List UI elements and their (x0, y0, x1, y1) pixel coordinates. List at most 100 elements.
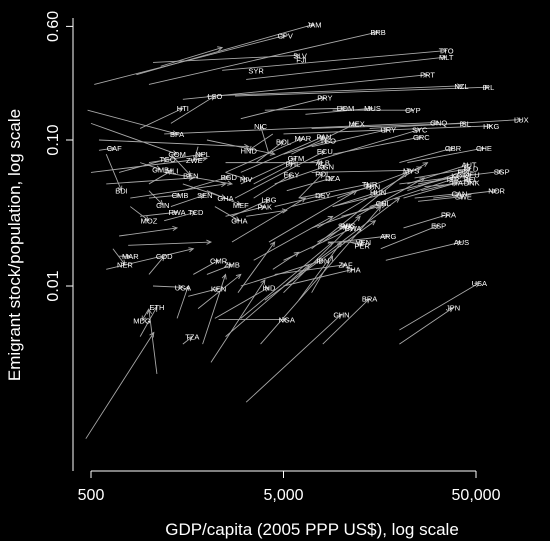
migration-arrow (240, 97, 325, 120)
migration-arrow (128, 241, 211, 246)
country-label: BRA (362, 295, 377, 304)
migration-arrow-head (383, 127, 390, 133)
y-tick-label: 0.10 (45, 124, 62, 155)
migration-arrow (283, 140, 328, 155)
migration-arrow-head (483, 84, 490, 90)
migration-arrow-head (491, 188, 498, 194)
migration-arrow-head (474, 282, 481, 288)
x-tick-label: 500 (78, 487, 105, 504)
migration-arrow (112, 248, 126, 265)
migration-arrow-head (340, 262, 347, 268)
migration-arrow (105, 153, 122, 191)
migration-arrow-head (157, 199, 164, 206)
migration-arrow-head (466, 180, 473, 186)
migration-arrow-head (293, 251, 300, 257)
migration-arrow-head (416, 166, 423, 172)
migration-arrow-head (202, 156, 208, 162)
country-label: BGD (221, 173, 238, 182)
migration-arrow-head (317, 172, 324, 179)
country-label: THA (346, 265, 361, 274)
migration-arrow (153, 285, 183, 288)
migration-arrow-head (348, 267, 355, 273)
migration-arrow-head (433, 224, 440, 230)
migration-arrow-head (213, 287, 220, 293)
migration-arrow (309, 129, 420, 164)
migration-arrow (164, 121, 439, 135)
country-label: CPV (277, 31, 292, 40)
migration-arrow-head (217, 46, 224, 52)
migration-arrow (356, 177, 425, 217)
country-label: ZWE (186, 156, 203, 165)
country-label: CAN (451, 190, 467, 199)
migration-arrow-head (234, 216, 241, 222)
migration-arrow (164, 171, 233, 185)
migration-arrow-head (336, 241, 343, 248)
y-tick-label: 0.60 (45, 11, 62, 42)
migration-arrow (253, 174, 292, 199)
migration-arrow-head (456, 240, 463, 246)
migration-arrow (337, 166, 422, 199)
country-label: POL (315, 169, 330, 178)
migration-arrow (414, 167, 471, 179)
country-label: SGP (494, 167, 510, 176)
migration-arrow (274, 264, 346, 275)
migration-arrow (403, 182, 458, 199)
migration-arrow-head (327, 215, 334, 221)
migration-arrow-head (364, 182, 371, 188)
migration-arrow-head (441, 54, 448, 61)
migration-arrow-head (496, 169, 503, 175)
migration-arrow-head (355, 215, 361, 222)
country-label: CMR (210, 256, 228, 265)
migration-arrow-head (351, 122, 358, 128)
migration-arrow (153, 54, 299, 63)
country-label: VEN (356, 238, 371, 247)
country-label: PRY (317, 94, 332, 103)
migration-arrow-head (278, 140, 285, 146)
migration-arrow-head (109, 146, 116, 152)
country-label: CYP (405, 106, 420, 115)
country-label: KGN (318, 162, 334, 171)
migration-arrow-head (280, 34, 287, 40)
country-label: MAR (294, 134, 311, 143)
migration-arrow-head (319, 96, 326, 102)
migration-arrow (260, 206, 382, 345)
migration-arrow (349, 241, 363, 246)
country-label: TUR (362, 180, 378, 189)
migration-arrow-head (146, 308, 153, 315)
x-tick-label: 50,000 (452, 487, 501, 504)
migration-arrow-head (465, 166, 472, 172)
migration-arrow (311, 122, 466, 129)
migration-arrow (139, 107, 184, 129)
migration-arrow-head (419, 177, 426, 183)
migration-arrow (206, 139, 275, 155)
migration-arrow (98, 147, 115, 151)
migration-arrow-head (516, 117, 523, 123)
migration-arrow-head (293, 52, 300, 59)
migration-arrow (311, 255, 334, 293)
migration-arrow (141, 308, 150, 321)
migration-arrow-head (178, 284, 184, 290)
migration-arrow-head (286, 173, 293, 180)
migration-arrow-head (185, 170, 192, 177)
country-label: MUS (364, 104, 381, 113)
migration-arrow (206, 85, 462, 97)
migration-arrow (311, 172, 408, 250)
country-label: HUN (370, 188, 386, 197)
migration-arrow (341, 204, 386, 217)
country-label: BRB (370, 28, 385, 37)
country-label: MLI (166, 166, 179, 175)
migration-arrow (246, 209, 287, 217)
migration-arrow (369, 178, 454, 207)
country-label: DNK (464, 179, 480, 188)
migration-arrow (106, 177, 194, 185)
migration-arrow (255, 140, 284, 163)
country-label: GTM (288, 154, 305, 163)
migration-arrow-head (414, 128, 421, 134)
migration-arrow-head (172, 225, 179, 232)
country-label: ECU (317, 147, 333, 156)
migration-arrow (305, 107, 373, 115)
migration-arrow-head (486, 123, 493, 129)
country-label: CHE (476, 144, 492, 153)
migration-arrow (283, 216, 361, 293)
